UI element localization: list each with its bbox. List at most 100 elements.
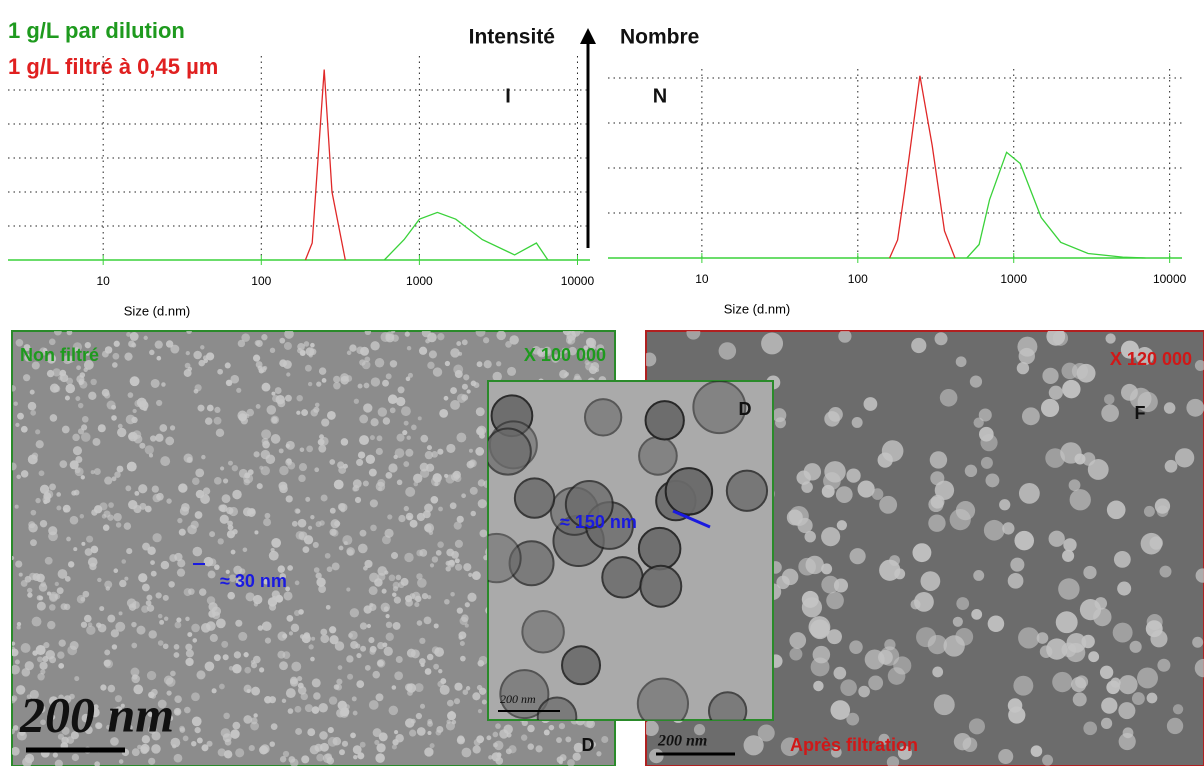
particle (12, 664, 20, 675)
particle (404, 683, 413, 692)
particle (49, 414, 58, 422)
particle (334, 520, 341, 527)
particle (283, 341, 292, 350)
particle (214, 406, 221, 413)
particle (955, 500, 976, 521)
particle (952, 616, 963, 627)
particle (1101, 404, 1119, 422)
particle (90, 378, 97, 386)
particle (391, 744, 397, 750)
particle (252, 655, 261, 664)
particle (163, 616, 169, 621)
particle (112, 352, 120, 360)
particle (196, 737, 203, 744)
particle (646, 720, 659, 736)
particle (307, 728, 316, 737)
particle (97, 424, 106, 433)
particle (176, 568, 186, 577)
panel-label: F (1135, 403, 1146, 423)
particle (301, 755, 310, 764)
particle (297, 347, 303, 354)
particle (151, 744, 161, 754)
particle (573, 742, 584, 753)
particle (360, 645, 367, 652)
particle (439, 684, 450, 695)
particle (248, 744, 255, 752)
particle (23, 344, 31, 352)
particle (250, 717, 258, 725)
particle (372, 728, 382, 738)
particle (20, 470, 29, 478)
particle (131, 748, 140, 757)
particle (30, 410, 37, 416)
particle (796, 470, 811, 485)
particle (427, 721, 433, 727)
particle (215, 428, 225, 438)
particle (170, 670, 176, 677)
particle (775, 417, 786, 429)
particle (356, 346, 364, 355)
particle (761, 332, 784, 355)
particle (178, 528, 186, 536)
particle (483, 360, 492, 369)
particle (364, 559, 373, 568)
particle (1100, 717, 1113, 729)
particle (336, 678, 343, 685)
particle (417, 578, 427, 588)
particle (955, 356, 967, 368)
particle (161, 382, 166, 387)
particle (476, 361, 483, 368)
particle (637, 526, 682, 571)
particle (246, 688, 251, 694)
particle (402, 430, 408, 436)
particle (420, 434, 429, 443)
particle (215, 618, 226, 629)
particle (453, 521, 462, 530)
particle (417, 416, 422, 421)
particle (285, 495, 293, 503)
particle (141, 735, 151, 744)
particle (134, 399, 142, 408)
particle (396, 479, 403, 486)
particle (456, 736, 465, 745)
particle (414, 602, 420, 608)
particle (849, 548, 866, 565)
particle (389, 407, 396, 414)
particle (453, 364, 464, 375)
particle (227, 520, 233, 527)
particle (369, 645, 377, 653)
scale-label: 200 nm (500, 692, 536, 706)
particle (74, 467, 84, 477)
particle (475, 447, 485, 456)
particle (340, 438, 349, 446)
particle (132, 674, 138, 680)
particle (451, 719, 457, 725)
particle (381, 588, 387, 594)
particle (183, 453, 193, 463)
particle (381, 535, 391, 545)
particle (329, 459, 336, 465)
particle (260, 449, 271, 460)
particle (830, 746, 842, 758)
particle (477, 479, 486, 487)
particle (16, 621, 22, 627)
particle (416, 549, 424, 557)
particle (162, 643, 169, 650)
x-tick-label: 100 (848, 272, 868, 286)
particle (285, 586, 291, 592)
particle (416, 573, 423, 580)
particle (40, 719, 46, 726)
particle (396, 433, 405, 442)
particle (443, 395, 449, 401)
particle (58, 639, 66, 647)
particle (40, 581, 47, 587)
particle (74, 347, 80, 353)
particle (858, 685, 870, 698)
x-axis-label: Size (d.nm) (724, 301, 790, 316)
particle (69, 515, 79, 525)
particle (377, 407, 388, 417)
chart-title: Nombre (620, 26, 699, 49)
particle (437, 448, 444, 455)
particle (496, 331, 506, 341)
particle (46, 369, 55, 378)
